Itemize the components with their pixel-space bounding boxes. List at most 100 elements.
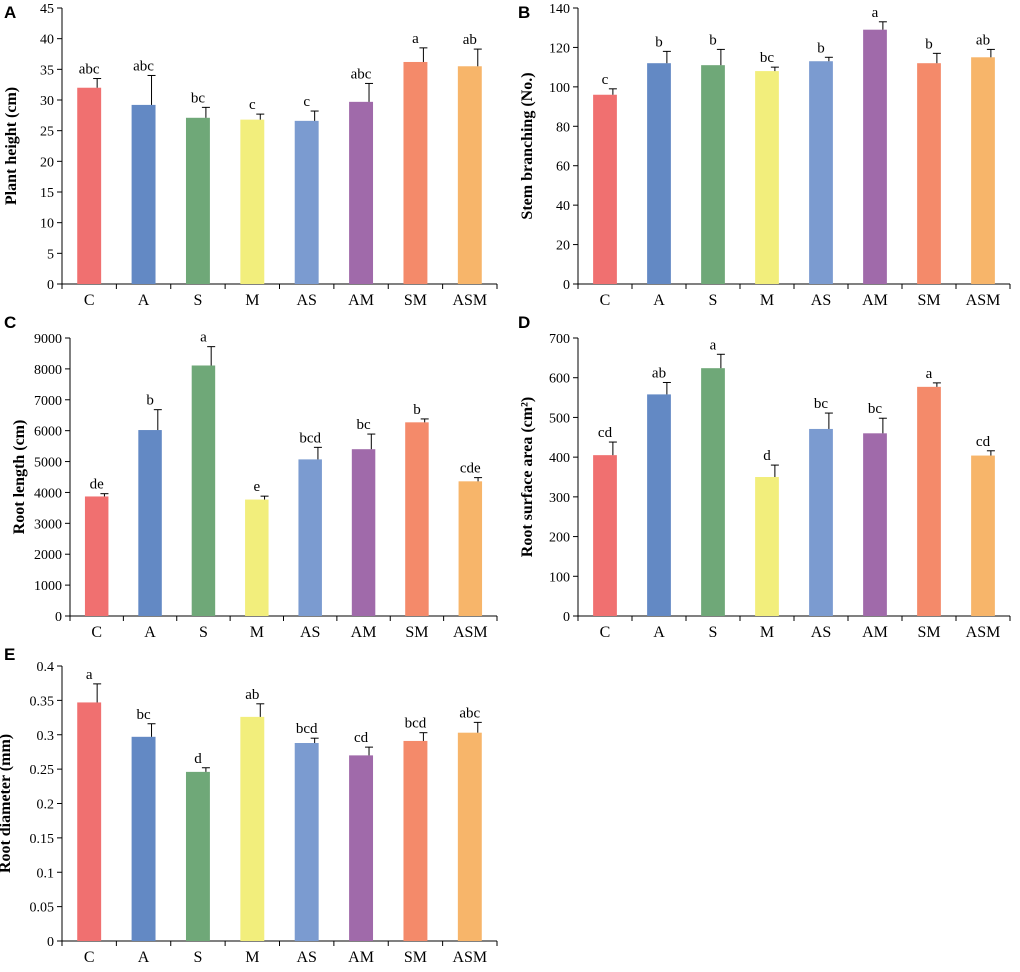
- y-tick-label: 3000: [34, 517, 62, 532]
- x-tick-label-C: C: [600, 624, 611, 641]
- y-axis-title: Root diameter (mm): [0, 734, 14, 873]
- significance-letter-A: b: [655, 34, 663, 50]
- x-tick-label-AM: AM: [862, 624, 888, 641]
- y-tick-label: 600: [549, 372, 570, 387]
- bar-M: [240, 716, 265, 941]
- x-tick-label-AM: AM: [862, 292, 888, 309]
- bar-S: [701, 368, 725, 616]
- significance-letter-SM: a: [926, 366, 933, 382]
- x-tick-label-M: M: [245, 292, 259, 309]
- y-axis-title: Stem branching (No.): [519, 72, 536, 219]
- bar-S: [185, 117, 210, 284]
- y-tick-label: 0.25: [30, 763, 55, 778]
- significance-letter-C: cd: [598, 425, 613, 441]
- y-tick-label: 20: [40, 155, 54, 170]
- x-tick-label-A: A: [653, 292, 665, 309]
- y-axis-title: Root surface area (cm²): [519, 397, 536, 557]
- x-tick-label-AM: AM: [348, 949, 374, 966]
- panel-label: C: [4, 313, 16, 332]
- significance-letter-C: c: [602, 72, 609, 88]
- y-tick-label: 0.35: [30, 694, 55, 709]
- significance-letter-ASM: cde: [460, 461, 481, 477]
- x-tick-label-S: S: [709, 292, 718, 309]
- y-tick-label: 100: [549, 570, 570, 585]
- y-tick-label: 6000: [34, 425, 62, 440]
- x-tick-label-A: A: [138, 949, 150, 966]
- bar-AS: [294, 743, 319, 941]
- bar-C: [84, 496, 109, 616]
- x-tick-label-S: S: [199, 624, 208, 641]
- significance-letter-M: e: [253, 479, 260, 495]
- significance-letter-A: abc: [133, 58, 154, 74]
- significance-letter-C: abc: [79, 62, 100, 78]
- x-tick-label-AM: AM: [351, 624, 377, 641]
- x-tick-label-SM: SM: [405, 624, 428, 641]
- x-tick-label-ASM: ASM: [453, 624, 488, 641]
- x-tick-label-AS: AS: [300, 624, 320, 641]
- y-tick-label: 0.05: [30, 901, 55, 916]
- y-tick-label: 30: [40, 94, 54, 109]
- bar-C: [593, 455, 617, 616]
- significance-letter-M: d: [763, 448, 771, 464]
- panel-D: D Root surface area (cm²) 0 100 200 300 400 500…: [518, 313, 1011, 641]
- bar-AS: [809, 428, 833, 616]
- bar-A: [138, 430, 162, 616]
- x-tick-label-M: M: [250, 624, 264, 641]
- x-tick-label-A: A: [653, 624, 665, 641]
- x-tick-label-AS: AS: [811, 624, 831, 641]
- bar-SM: [917, 386, 941, 616]
- y-tick-label: 0.15: [30, 832, 55, 847]
- x-tick-label-ASM: ASM: [966, 624, 1001, 641]
- bar-ASM: [457, 66, 482, 285]
- x-tick-label-A: A: [138, 292, 150, 309]
- x-tick-label-C: C: [84, 949, 95, 966]
- bar-C: [77, 702, 102, 941]
- panel-E: E Root diameter (mm) 0 0.05 0.1 0.15 0.2 0.25 0.…: [0, 645, 498, 966]
- y-tick-label: 0.2: [37, 798, 55, 813]
- x-tick-label-C: C: [600, 292, 611, 309]
- y-tick-label: 0.1: [37, 866, 55, 881]
- y-tick-label: 120: [549, 41, 570, 56]
- significance-letter-M: c: [249, 97, 256, 113]
- y-tick-label: 25: [40, 125, 54, 140]
- y-tick-label: 9000: [34, 332, 62, 347]
- y-tick-label: 40: [556, 199, 570, 214]
- y-tick-label: 7000: [34, 394, 62, 409]
- y-tick-label: 0: [55, 610, 62, 625]
- x-tick-label-S: S: [193, 949, 202, 966]
- significance-letter-ASM: ab: [463, 32, 477, 48]
- significance-letter-A: b: [146, 393, 154, 409]
- y-tick-label: 45: [40, 2, 54, 17]
- significance-letter-AM: abc: [351, 66, 372, 82]
- significance-letter-S: a: [710, 337, 717, 353]
- bar-AM: [349, 101, 374, 284]
- panel-label: D: [518, 313, 530, 332]
- x-tick-label-M: M: [245, 949, 259, 966]
- panel-label: B: [518, 3, 530, 22]
- x-tick-label-ASM: ASM: [452, 292, 487, 309]
- x-tick-label-S: S: [709, 624, 718, 641]
- bar-AM: [863, 29, 887, 284]
- significance-letter-ASM: abc: [459, 705, 480, 721]
- significance-letter-AS: c: [303, 94, 310, 110]
- significance-letter-AS: b: [817, 40, 825, 56]
- x-tick-label-AS: AS: [296, 949, 316, 966]
- bar-S: [191, 365, 216, 616]
- significance-letter-AM: bc: [356, 417, 371, 433]
- y-tick-label: 200: [549, 531, 570, 546]
- significance-letter-AS: bcd: [296, 721, 318, 737]
- y-tick-label: 500: [549, 411, 570, 426]
- significance-letter-ASM: cd: [976, 434, 991, 450]
- significance-letter-A: ab: [652, 365, 666, 381]
- y-tick-label: 0.4: [37, 660, 55, 675]
- y-tick-label: 700: [549, 332, 570, 347]
- significance-letter-ASM: ab: [976, 32, 990, 48]
- y-tick-label: 0: [563, 278, 570, 293]
- bar-AM: [351, 449, 376, 616]
- significance-letter-AM: cd: [354, 730, 369, 746]
- bar-A: [647, 63, 671, 285]
- bar-M: [245, 499, 269, 616]
- bar-M: [755, 477, 779, 616]
- significance-letter-AS: bcd: [299, 430, 321, 446]
- bar-S: [701, 65, 725, 285]
